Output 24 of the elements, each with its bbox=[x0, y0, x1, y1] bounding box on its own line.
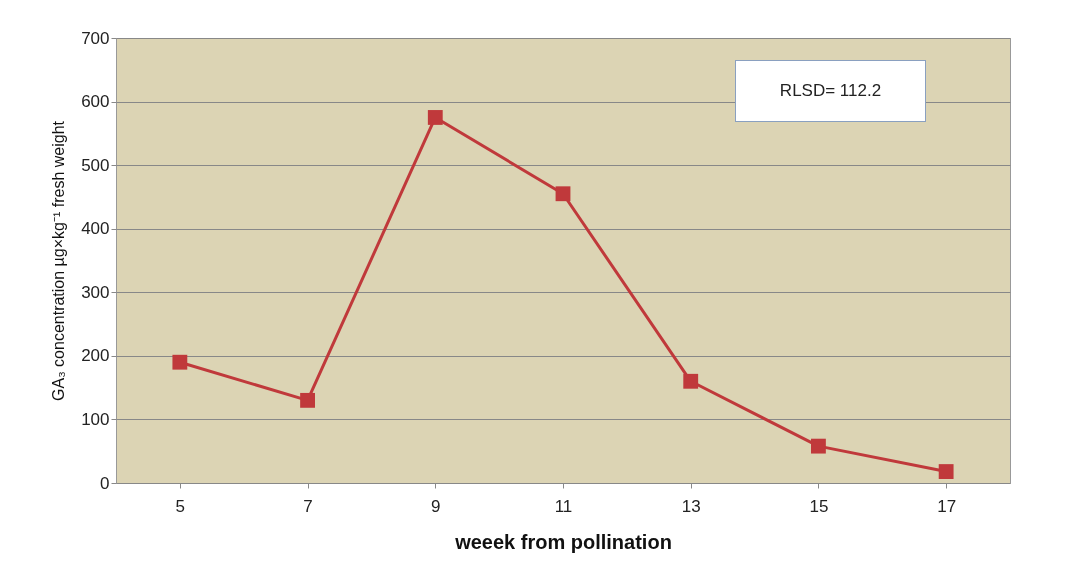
x-tick-label: 13 bbox=[681, 496, 701, 516]
point bbox=[938, 464, 954, 479]
point bbox=[683, 373, 699, 389]
y-axis-title: GA₃ concentration µg×kg⁻¹ fresh weight bbox=[50, 120, 68, 401]
y-tick-label: 0 bbox=[100, 473, 110, 493]
y-tick-label: 100 bbox=[81, 409, 110, 429]
x-tick-label: 11 bbox=[554, 496, 573, 516]
point bbox=[172, 354, 188, 370]
x-tick-label: 9 bbox=[431, 496, 441, 516]
x-tick-label: 7 bbox=[303, 496, 313, 516]
point bbox=[555, 186, 571, 202]
x-tick-label: 15 bbox=[809, 496, 829, 516]
y-tick-label: 600 bbox=[81, 92, 110, 112]
point bbox=[300, 392, 315, 408]
y-tick-label: 200 bbox=[81, 346, 110, 366]
x-axis-title: weeek from pollination bbox=[454, 530, 672, 553]
y-tick-label: 500 bbox=[81, 155, 110, 175]
point bbox=[811, 438, 826, 454]
point bbox=[427, 110, 443, 125]
y-tick-label: 400 bbox=[81, 219, 110, 239]
x-tick-label: 17 bbox=[937, 496, 957, 516]
y-tick-label: 700 bbox=[81, 28, 110, 48]
y-tick-label: 300 bbox=[81, 282, 110, 302]
x-tick-label: 5 bbox=[175, 496, 186, 516]
